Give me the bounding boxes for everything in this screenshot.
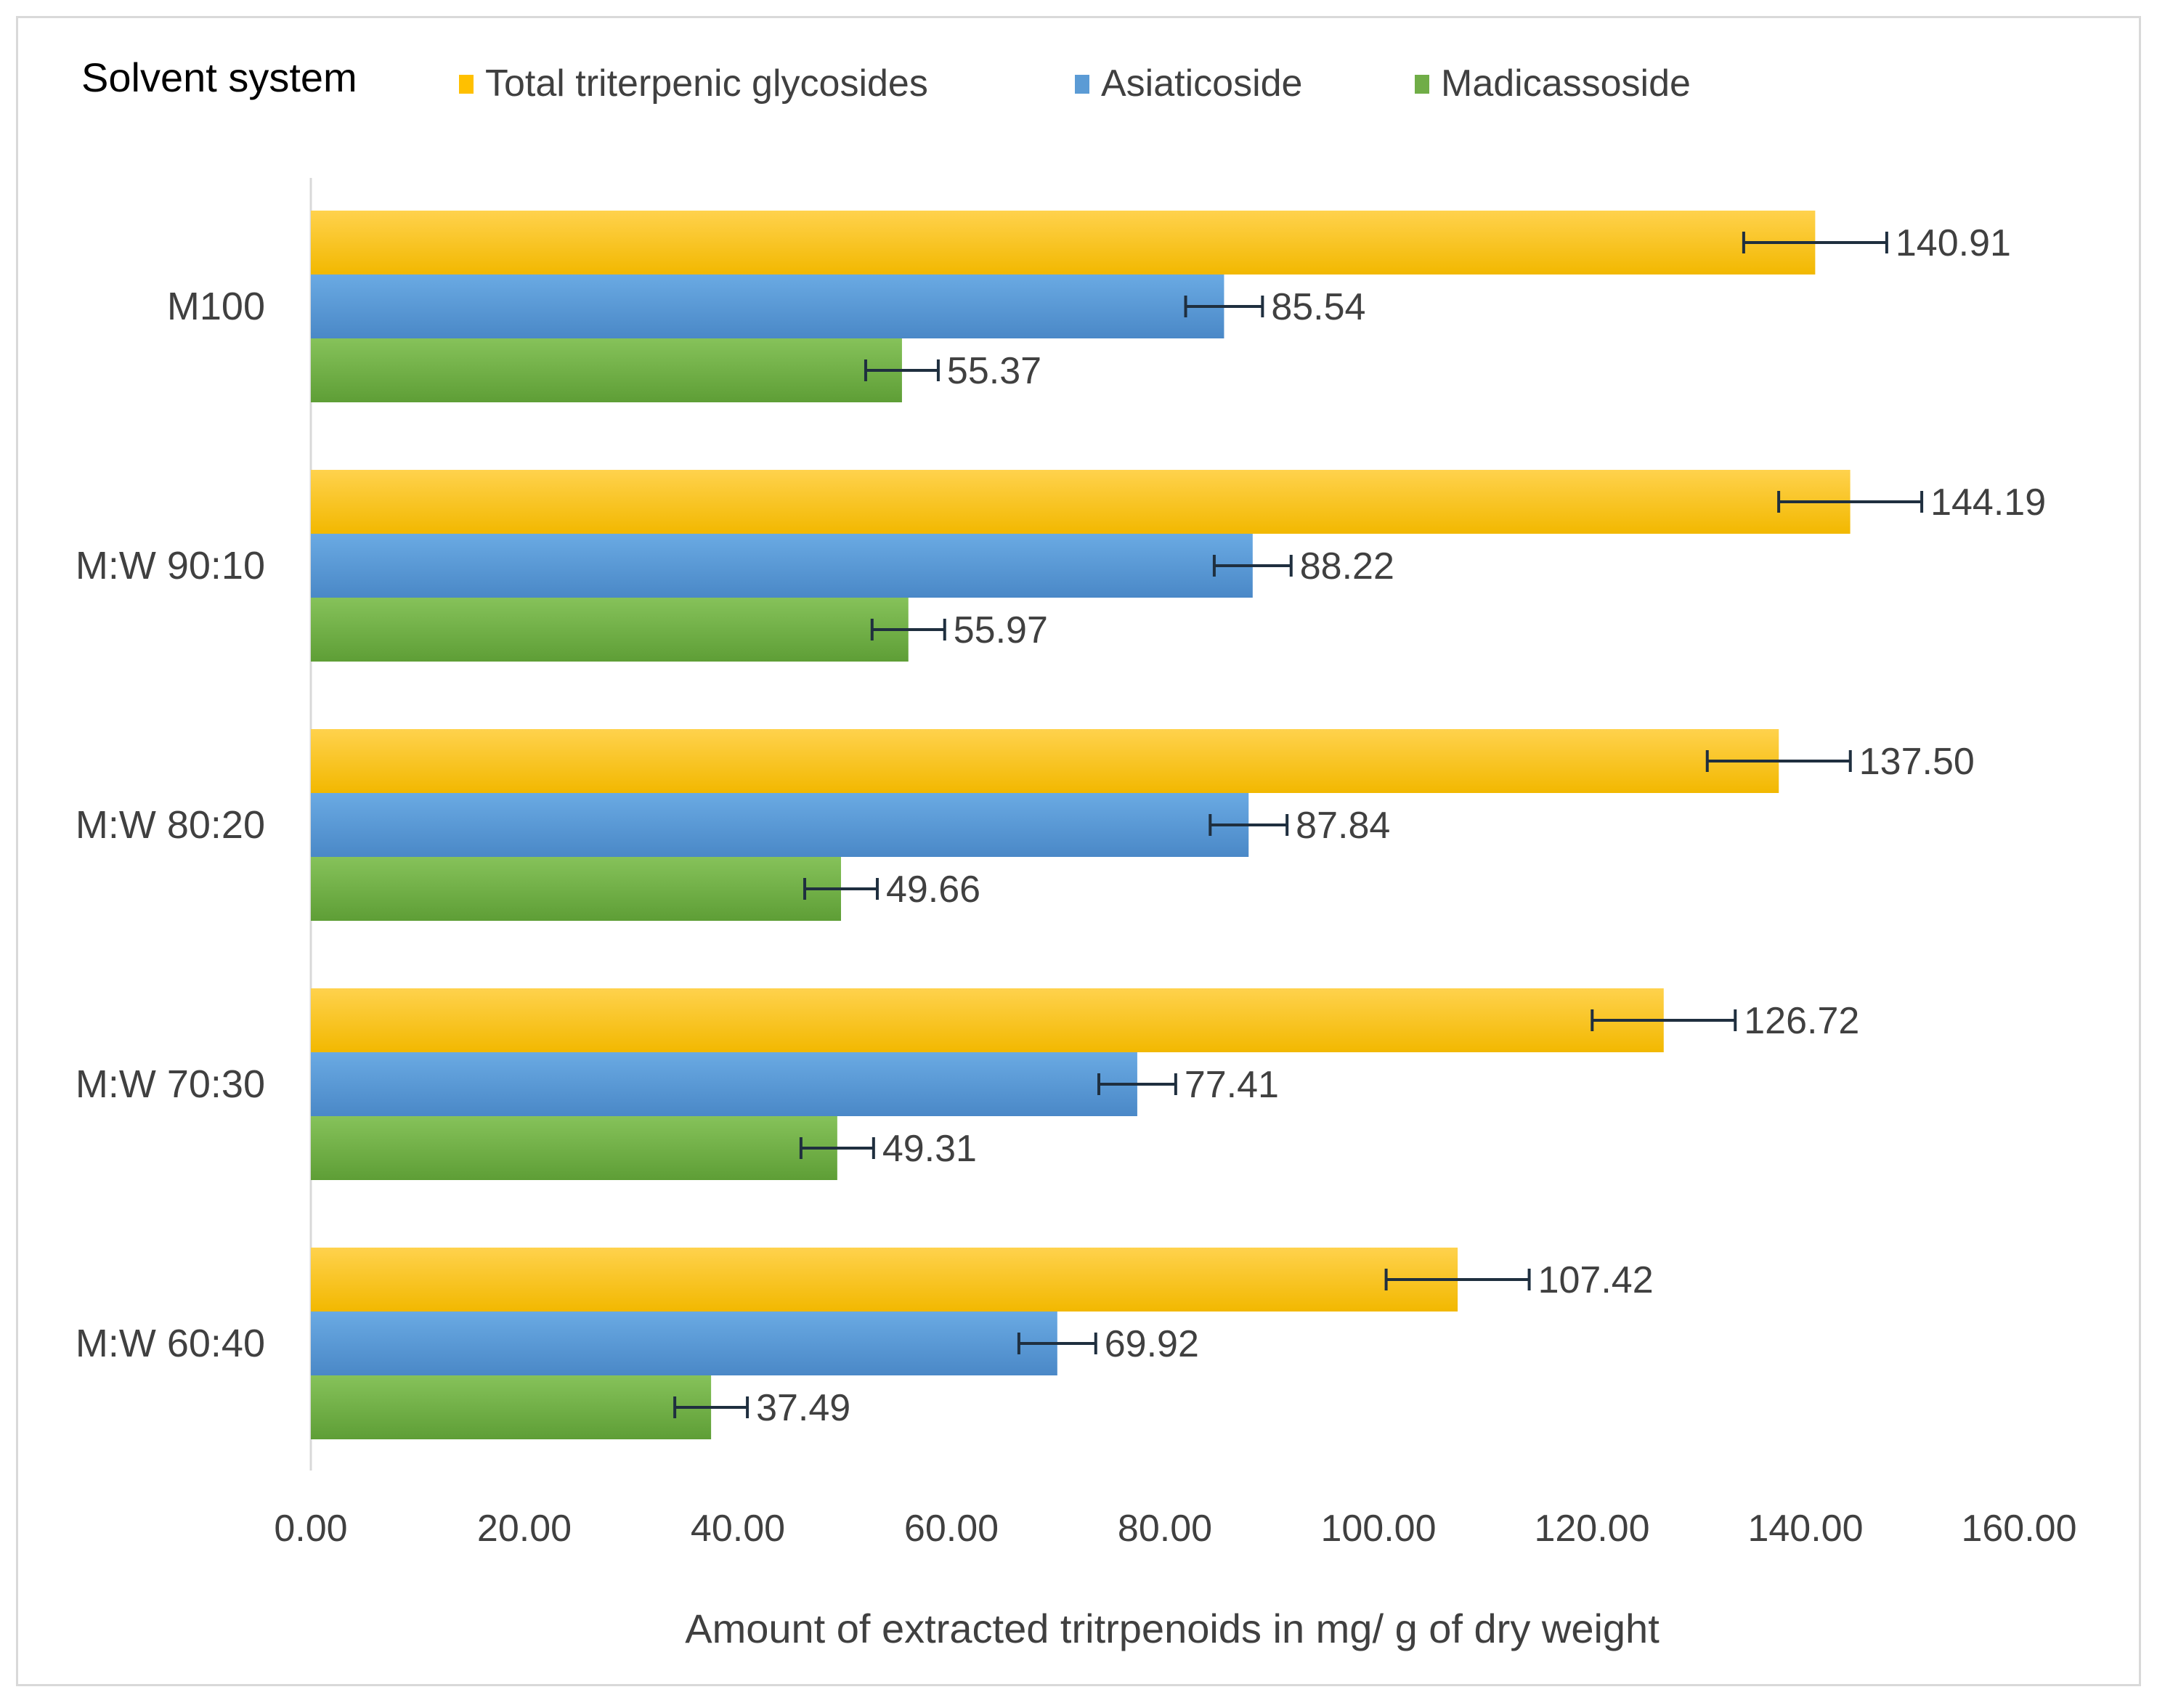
bar-2-3 bbox=[311, 1116, 837, 1180]
error-bar-0-1 bbox=[1777, 491, 1924, 513]
category-label-0: M100 bbox=[167, 285, 265, 328]
error-bar-2-1 bbox=[870, 619, 946, 640]
error-bar-0-2 bbox=[1705, 750, 1852, 772]
error-bar-1-4 bbox=[1017, 1333, 1097, 1354]
bar-0-1 bbox=[311, 470, 1851, 534]
error-bar-1-0 bbox=[1184, 296, 1264, 317]
error-bar-2-2 bbox=[803, 878, 879, 900]
bar-2-1 bbox=[311, 598, 909, 662]
category-labels: M100 M:W 90:10 M:W 80:20 M:W 70:30 M:W 60:40 bbox=[76, 285, 265, 1365]
bar-1-4 bbox=[311, 1312, 1057, 1375]
data-label-0-3: 126.72 bbox=[1744, 1000, 1859, 1042]
error-bar-2-4 bbox=[673, 1396, 750, 1418]
category-label-3: M:W 70:30 bbox=[76, 1062, 265, 1106]
bar-2-2 bbox=[311, 857, 842, 921]
legend-swatch-1 bbox=[1075, 75, 1089, 94]
legend-label-0: Total triterpenic glycosides bbox=[485, 62, 928, 105]
data-label-1-3: 77.41 bbox=[1185, 1064, 1279, 1106]
data-label-1-0: 85.54 bbox=[1271, 286, 1365, 328]
data-label-2-4: 37.49 bbox=[756, 1387, 850, 1429]
x-tick-label-5: 100.00 bbox=[1320, 1508, 1436, 1550]
x-tick-labels: 0.00 20.00 40.00 60.00 80.00 100.00 120.00 140.… bbox=[274, 1508, 2076, 1550]
data-label-0-4: 107.42 bbox=[1538, 1259, 1654, 1301]
x-tick-label-7: 140.00 bbox=[1747, 1508, 1863, 1550]
data-label-0-0: 140.91 bbox=[1896, 222, 2011, 264]
legend: Solvent system Total triterpenic glycosi… bbox=[81, 54, 1691, 105]
error-bar-2-0 bbox=[864, 359, 940, 381]
error-bar-0-3 bbox=[1591, 1009, 1737, 1031]
x-tick-label-6: 120.00 bbox=[1534, 1508, 1649, 1550]
legend-title: Solvent system bbox=[81, 54, 357, 100]
error-bar-1-1 bbox=[1212, 555, 1293, 577]
data-label-1-1: 88.22 bbox=[1300, 545, 1394, 587]
x-tick-label-2: 40.00 bbox=[691, 1508, 785, 1550]
legend-swatch-2 bbox=[1415, 75, 1429, 94]
legend-label-2: Madicassoside bbox=[1441, 62, 1691, 105]
category-label-2: M:W 80:20 bbox=[76, 803, 265, 847]
data-label-0-1: 144.19 bbox=[1930, 481, 2046, 524]
x-axis-title: Amount of extracted tritrpenoids in mg/ … bbox=[685, 1606, 1660, 1651]
bar-2-4 bbox=[311, 1375, 712, 1439]
data-label-1-2: 87.84 bbox=[1296, 805, 1390, 847]
bar-1-0 bbox=[311, 274, 1224, 338]
error-bar-1-3 bbox=[1097, 1073, 1177, 1095]
data-label-1-4: 69.92 bbox=[1105, 1323, 1199, 1365]
error-bar-0-0 bbox=[1742, 232, 1888, 253]
data-label-2-1: 55.97 bbox=[954, 609, 1048, 651]
x-tick-label-8: 160.00 bbox=[1961, 1508, 2076, 1550]
legend-swatch-0 bbox=[459, 75, 474, 94]
bar-1-3 bbox=[311, 1052, 1137, 1116]
x-tick-label-4: 80.00 bbox=[1118, 1508, 1212, 1550]
error-bar-1-2 bbox=[1209, 814, 1289, 836]
x-tick-label-3: 60.00 bbox=[904, 1508, 999, 1550]
bar-0-0 bbox=[311, 211, 1816, 274]
data-label-2-3: 49.31 bbox=[882, 1128, 977, 1170]
x-tick-label-1: 20.00 bbox=[477, 1508, 572, 1550]
category-label-4: M:W 60:40 bbox=[76, 1322, 265, 1365]
bar-0-4 bbox=[311, 1248, 1458, 1312]
x-tick-label-0: 0.00 bbox=[274, 1508, 347, 1550]
data-label-0-2: 137.50 bbox=[1859, 741, 1975, 783]
data-label-2-2: 49.66 bbox=[886, 869, 980, 911]
data-label-2-0: 55.37 bbox=[947, 350, 1041, 392]
bar-0-2 bbox=[311, 729, 1779, 793]
error-bar-2-3 bbox=[799, 1137, 875, 1159]
bar-1-1 bbox=[311, 534, 1253, 598]
legend-label-1: Asiaticoside bbox=[1101, 62, 1302, 105]
category-label-1: M:W 90:10 bbox=[76, 544, 265, 587]
bar-0-3 bbox=[311, 988, 1664, 1052]
bar-1-2 bbox=[311, 793, 1249, 857]
error-bar-0-4 bbox=[1384, 1269, 1531, 1290]
bar-2-0 bbox=[311, 338, 902, 402]
bars-group: 140.91 85.54 55.37 144.19 88.22 55.97 137.50 87… bbox=[311, 211, 2046, 1439]
